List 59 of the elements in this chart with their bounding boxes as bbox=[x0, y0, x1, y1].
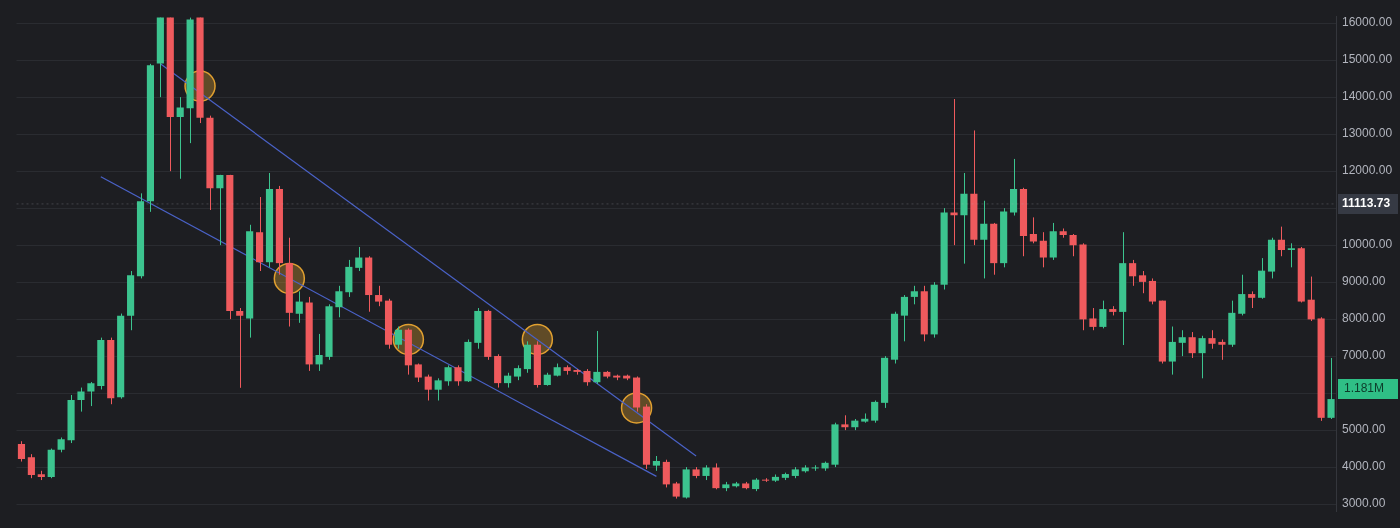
y-tick-label: 16000.00 bbox=[1342, 15, 1393, 30]
y-tick-label: 10000.00 bbox=[1342, 237, 1393, 252]
candlestick bbox=[960, 172, 968, 265]
candlestick bbox=[900, 294, 909, 342]
candlestick bbox=[236, 307, 244, 389]
candlestick bbox=[434, 377, 442, 402]
candlestick bbox=[216, 174, 224, 246]
candlestick bbox=[1208, 329, 1216, 350]
candlestick bbox=[87, 381, 95, 407]
ref-line-label: 11113.73 bbox=[1342, 196, 1391, 211]
candlestick bbox=[1277, 226, 1286, 257]
candlestick bbox=[375, 285, 383, 307]
candlestick bbox=[355, 246, 363, 272]
candlestick bbox=[295, 290, 303, 324]
candlestick bbox=[871, 400, 879, 424]
y-tick-label: 15000.00 bbox=[1342, 52, 1393, 67]
y-tick-label: 3000.00 bbox=[1342, 496, 1386, 511]
y-tick-label: 9000.00 bbox=[1342, 274, 1386, 289]
candlestick bbox=[27, 453, 35, 479]
y-tick-label: 14000.00 bbox=[1342, 89, 1393, 104]
candlestick bbox=[1307, 276, 1315, 322]
candlestick bbox=[444, 364, 452, 387]
candlestick bbox=[1168, 326, 1176, 376]
candlestick bbox=[1099, 300, 1107, 329]
candlestick bbox=[1138, 270, 1147, 294]
y-tick-label: 8000.00 bbox=[1342, 311, 1386, 326]
candlestick bbox=[77, 387, 85, 413]
y-tick-label: 4000.00 bbox=[1342, 459, 1386, 474]
candlestick bbox=[424, 374, 432, 402]
candlestick bbox=[1148, 277, 1157, 305]
candlestick bbox=[454, 364, 462, 387]
y-tick-label: 5000.00 bbox=[1342, 422, 1386, 437]
candlestick bbox=[1178, 329, 1186, 357]
y-tick-label: 7000.00 bbox=[1342, 348, 1386, 363]
candlestick bbox=[1089, 307, 1097, 331]
candlestick bbox=[1287, 242, 1295, 268]
candlestick bbox=[593, 330, 601, 385]
candlestick bbox=[176, 96, 184, 180]
candlestick bbox=[910, 285, 918, 305]
candlestick bbox=[1069, 233, 1077, 257]
candlestick bbox=[1198, 335, 1206, 379]
candlestick bbox=[1039, 231, 1047, 268]
candlestick bbox=[1238, 274, 1246, 316]
candlestick bbox=[394, 326, 403, 350]
candlestick bbox=[712, 462, 720, 490]
candlestick bbox=[1327, 357, 1335, 420]
text: 1.181M bbox=[1344, 381, 1385, 396]
candlestick bbox=[662, 459, 670, 488]
candlestick bbox=[335, 285, 343, 318]
candlestick bbox=[1029, 216, 1037, 244]
candlestick bbox=[1218, 338, 1226, 361]
candlestick bbox=[1129, 259, 1137, 287]
y-tick-label: 12000.00 bbox=[1342, 163, 1393, 178]
candlestick bbox=[315, 333, 323, 372]
candlestick bbox=[17, 440, 26, 463]
y-tick-label: 13000.00 bbox=[1342, 126, 1393, 141]
candlestick bbox=[1188, 331, 1196, 359]
candlestick bbox=[980, 200, 988, 279]
candlestick bbox=[1009, 158, 1018, 217]
